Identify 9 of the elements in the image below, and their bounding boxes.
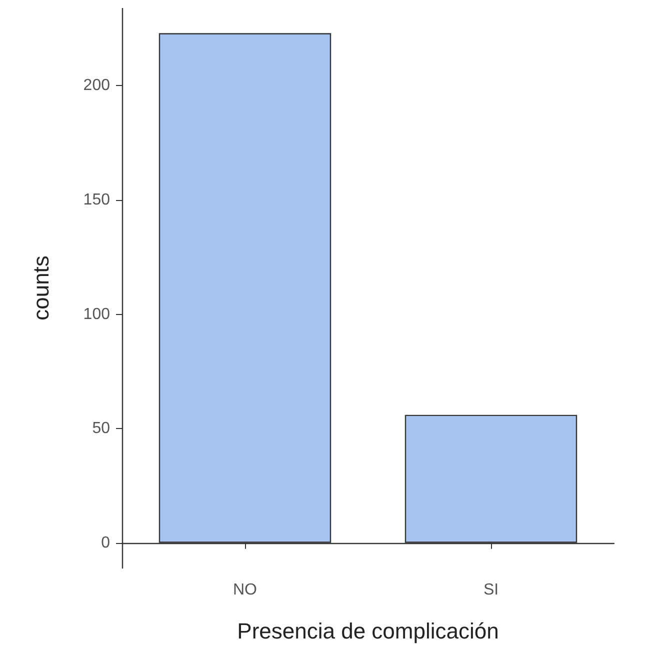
y-axis-title: counts [28,256,54,320]
y-tick-label: 0 [101,534,110,552]
y-tick-label: 150 [83,192,110,208]
y-tick-label: 100 [83,306,110,323]
y-tick-label: 50 [92,420,110,438]
x-tick-label: SI [483,582,499,598]
x-tick-label: NO [233,582,257,598]
y-tick-label: 200 [83,77,110,94]
x-axis-title: Presencia de complicación [237,618,499,644]
